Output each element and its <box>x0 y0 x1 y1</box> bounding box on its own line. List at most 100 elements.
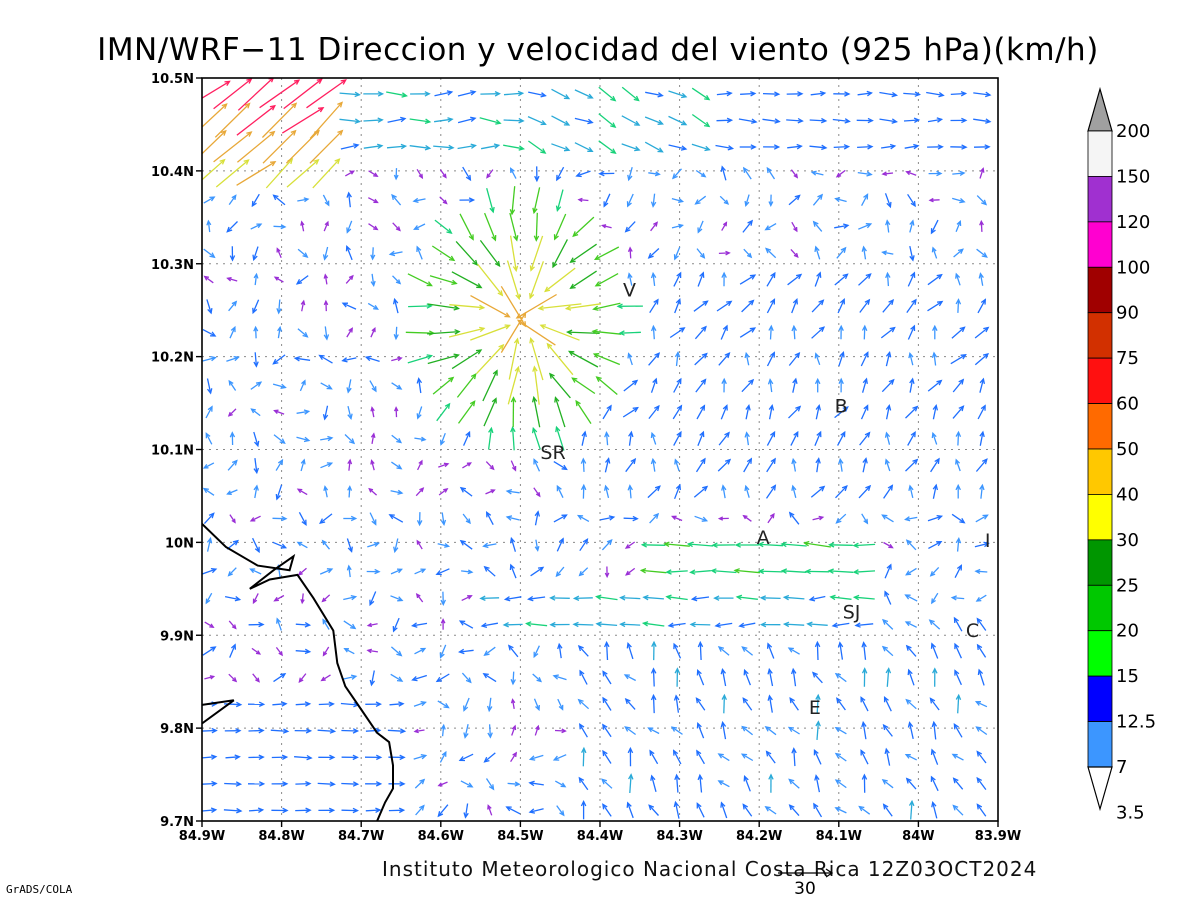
wind-arrow <box>554 515 567 522</box>
wind-arrow <box>769 406 773 420</box>
wind-arrow-shaft <box>654 695 655 713</box>
wind-arrow <box>341 144 358 149</box>
wind-arrow <box>194 160 225 187</box>
figure-title: IMN/WRF−11 Direccion y velocidad del vie… <box>97 32 1099 68</box>
wind-arrow-shaft <box>883 300 893 312</box>
wind-arrow <box>628 354 632 365</box>
wind-arrow <box>364 118 383 122</box>
wind-arrow <box>787 92 802 96</box>
wind-arrow <box>230 433 234 445</box>
wind-arrow <box>484 543 497 547</box>
wind-arrow <box>933 669 937 687</box>
wind-arrow <box>552 89 569 98</box>
wind-arrow <box>225 729 240 733</box>
wind-arrow <box>977 595 986 601</box>
map-label-sj: SJ <box>843 602 861 624</box>
wind-arrow <box>862 247 866 259</box>
wind-arrow <box>976 515 988 522</box>
wind-arrow <box>790 805 799 815</box>
wind-arrow <box>784 622 804 626</box>
wind-arrow <box>301 460 305 471</box>
wind-arrow <box>202 569 216 574</box>
wind-arrow <box>651 433 655 444</box>
wind-arrow <box>441 725 445 736</box>
wind-arrow <box>790 513 799 525</box>
wind-arrow <box>507 516 519 520</box>
wind-arrow <box>672 727 682 734</box>
wind-arrow <box>670 328 684 338</box>
wind-arrow <box>413 623 428 627</box>
wind-arrow <box>452 350 481 369</box>
wind-arrow <box>395 408 398 418</box>
wind-arrow-shaft <box>623 408 638 417</box>
wind-arrow <box>792 486 796 498</box>
wind-arrow <box>954 778 963 789</box>
wind-arrow <box>460 198 474 202</box>
wind-arrow <box>744 249 751 257</box>
wind-arrow <box>501 313 525 353</box>
wind-arrow <box>831 595 852 599</box>
wind-arrow <box>789 353 799 365</box>
wind-arrow <box>295 782 310 786</box>
wind-arrow <box>202 808 216 812</box>
wind-arrow <box>697 723 703 738</box>
wind-arrow <box>791 432 798 445</box>
wind-arrow <box>296 623 310 627</box>
wind-arrow <box>576 401 591 424</box>
wind-arrow-shaft <box>881 328 894 338</box>
wind-arrow <box>574 596 592 600</box>
wind-arrow-shaft <box>812 300 823 312</box>
wind-arrow <box>882 515 893 522</box>
wind-arrow <box>720 196 728 204</box>
wind-arrow <box>248 702 264 706</box>
colorbar-label: 25 <box>1116 575 1139 596</box>
wind-arrow <box>229 568 237 576</box>
wind-arrow <box>229 621 236 629</box>
wind-arrow <box>980 169 984 179</box>
wind-arrow <box>253 247 258 260</box>
wind-arrow <box>301 222 304 231</box>
wind-arrow <box>310 103 342 139</box>
wind-arrow <box>784 596 804 600</box>
wind-arrow <box>439 782 448 786</box>
wind-arrow-shaft <box>626 459 636 472</box>
map-label-v: V <box>623 279 636 301</box>
wind-arrow <box>458 144 476 148</box>
wind-arrow <box>512 700 515 709</box>
wind-arrow-shaft <box>811 487 824 498</box>
wind-arrow <box>861 751 868 765</box>
wind-arrow <box>854 570 875 574</box>
wind-arrow <box>392 383 402 389</box>
wind-arrow-shaft <box>788 275 801 285</box>
wind-arrow <box>605 433 609 446</box>
wind-arrow <box>394 539 398 552</box>
wind-arrow <box>834 145 849 149</box>
wind-arrow <box>980 221 984 232</box>
map-label-b: B <box>835 395 848 417</box>
lon-tick-label: 84.6W <box>418 829 464 844</box>
wind-arrow-shaft <box>691 624 710 625</box>
wind-arrow-shaft <box>571 271 597 288</box>
wind-arrow <box>435 220 452 233</box>
wind-arrow <box>346 276 353 284</box>
wind-arrow <box>488 806 492 816</box>
wind-arrow <box>252 194 259 206</box>
wind-arrow <box>366 808 380 812</box>
wind-arrow-shaft <box>624 381 637 391</box>
colorbar-bottom-arrow <box>1088 767 1112 809</box>
wind-arrow-shaft <box>717 120 732 121</box>
wind-arrow <box>907 300 916 313</box>
wind-arrow <box>557 567 564 576</box>
wind-arrow <box>555 214 566 239</box>
wind-arrow <box>580 539 588 550</box>
wind-arrow <box>365 782 381 786</box>
wind-arrow <box>886 193 891 207</box>
colorbar-label: 100 <box>1116 257 1150 278</box>
wind-arrow <box>274 674 286 682</box>
wind-arrow <box>786 119 802 123</box>
wind-arrow <box>208 379 212 394</box>
wind-arrow-shaft <box>724 695 725 713</box>
colorbar-box <box>1088 722 1112 767</box>
wind-arrow <box>511 753 517 762</box>
wind-arrow <box>555 781 565 787</box>
